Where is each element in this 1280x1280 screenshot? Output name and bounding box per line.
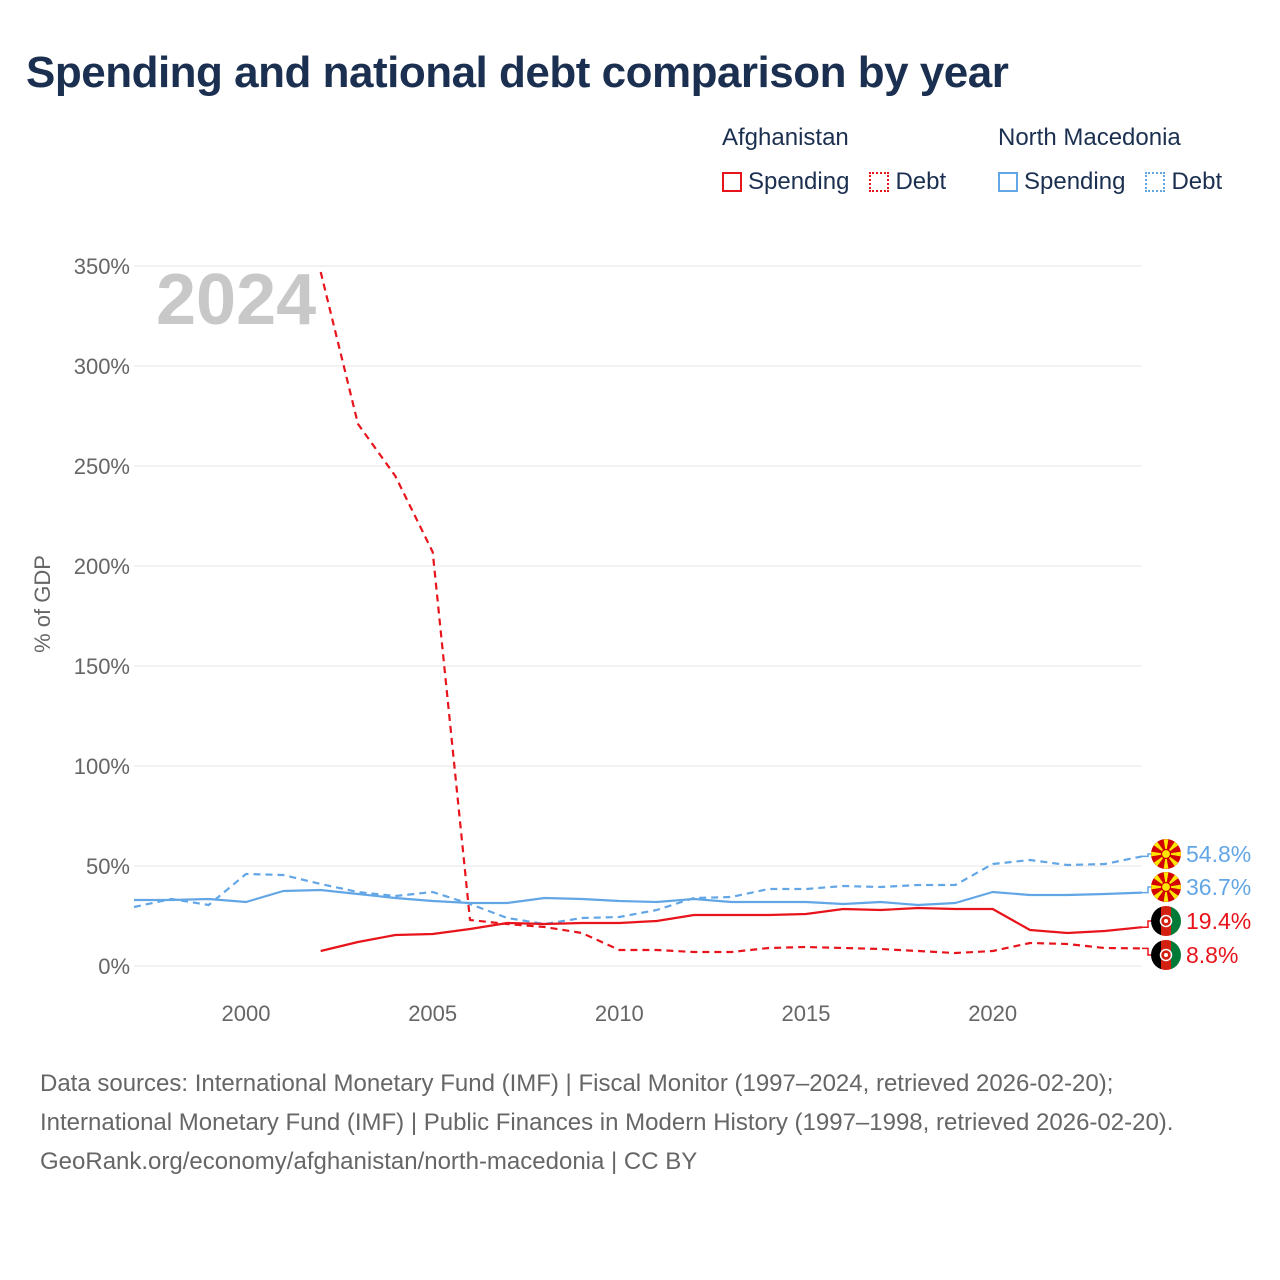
x-tick-label: 2000 — [222, 1001, 271, 1026]
line-chart: 0% 50% 100% 150% 200% 250% 300% 350% 2000 2005 201… — [30, 254, 1251, 1026]
legend-item-label: Debt — [895, 168, 947, 195]
series-line-afghanistan-spending[interactable] — [320, 906, 1143, 953]
end-label-afghanistan-debt: 8.8% — [1142, 940, 1238, 970]
legend-group-afghanistan: Afghanistan Spending Debt — [722, 124, 946, 196]
afghanistan-flag-icon — [1151, 940, 1181, 970]
end-value-label: 36.7% — [1186, 874, 1251, 900]
label-connector — [1142, 947, 1152, 956]
north-macedonia-flag-icon — [1151, 872, 1181, 902]
legend-item-afghanistan-debt[interactable]: Debt — [869, 168, 946, 196]
solid-swatch-icon — [998, 172, 1018, 192]
end-value-label: 19.4% — [1186, 908, 1251, 934]
series-line-north-macedonia-spending[interactable] — [134, 888, 1143, 907]
label-connector — [1142, 920, 1152, 928]
y-tick-label: 50% — [86, 854, 130, 879]
label-connector — [1142, 886, 1152, 894]
afghanistan-flag-icon — [1151, 906, 1181, 936]
end-label-north-macedonia-debt: 54.8% — [1142, 839, 1251, 869]
series-line-afghanistan-debt[interactable] — [319, 271, 1143, 955]
legend-country-north-macedonia: North Macedonia — [998, 124, 1181, 151]
end-label-north-macedonia-spending: 36.7% — [1142, 872, 1251, 902]
legend-item-north-macedonia-spending[interactable]: Spending — [998, 168, 1125, 196]
x-tick-label: 2010 — [595, 1001, 644, 1026]
year-watermark: 2024 — [156, 260, 316, 340]
legend-item-afghanistan-spending[interactable]: Spending — [722, 168, 849, 196]
series-line-north-macedonia-debt[interactable] — [133, 855, 1143, 926]
north-macedonia-flag-icon — [1151, 839, 1181, 869]
legend-item-label: Spending — [1024, 168, 1126, 195]
legend-group-north-macedonia: North Macedonia Spending Debt — [998, 124, 1222, 196]
data-sources: Data sources: International Monetary Fun… — [40, 1070, 1174, 1136]
dotted-swatch-icon — [1145, 172, 1166, 192]
y-tick-label: 100% — [74, 754, 130, 779]
legend-item-label: Debt — [1171, 168, 1223, 195]
end-value-label: 8.8% — [1186, 942, 1238, 968]
y-tick-label: 350% — [74, 254, 130, 279]
dotted-swatch-icon — [869, 172, 890, 192]
x-tick-label: 2005 — [408, 1001, 457, 1026]
y-tick-label: 300% — [74, 354, 130, 379]
solid-swatch-icon — [722, 172, 742, 192]
x-tick-label: 2015 — [782, 1001, 831, 1026]
end-label-afghanistan-spending: 19.4% — [1142, 906, 1251, 936]
legend-country-afghanistan: Afghanistan — [722, 124, 849, 151]
y-axis-label: % of GDP — [30, 555, 55, 653]
page-title: Spending and national debt comparison by… — [26, 48, 1009, 97]
attribution-link[interactable]: GeoRank.org/economy/afghanistan/north-ma… — [40, 1148, 698, 1175]
y-tick-label: 200% — [74, 554, 130, 579]
y-tick-label: 250% — [74, 454, 130, 479]
legend-item-north-macedonia-debt[interactable]: Debt — [1145, 168, 1222, 196]
footer: Data sources: International Monetary Fun… — [40, 1064, 1240, 1181]
y-tick-label: 0% — [98, 954, 130, 979]
y-tick-label: 150% — [74, 654, 130, 679]
label-connector — [1142, 853, 1152, 858]
x-tick-label: 2020 — [968, 1001, 1017, 1026]
end-value-label: 54.8% — [1186, 841, 1251, 867]
legend-item-label: Spending — [748, 168, 850, 195]
